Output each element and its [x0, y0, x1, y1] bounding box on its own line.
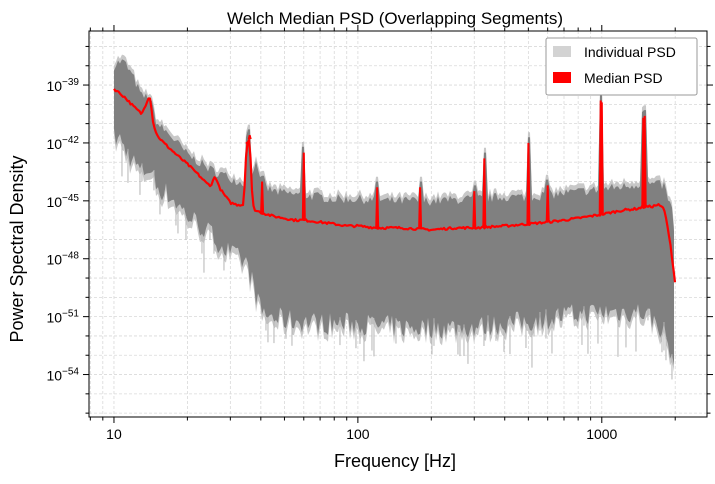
x-tick-label: 1000: [586, 426, 617, 442]
median-psd-spectral-line: [545, 185, 550, 223]
y-axis-label: Power Spectral Density: [7, 155, 27, 342]
median-psd-line: [113, 88, 677, 283]
median-psd-series: [113, 88, 677, 283]
median-psd-spectral-line: [482, 158, 487, 228]
legend-label-individual-psd: Individual PSD: [584, 44, 676, 60]
x-tick-label: 100: [346, 426, 370, 442]
legend-swatch-individual-psd: [553, 46, 571, 57]
median-psd-spectral-line: [526, 142, 531, 225]
y-tick-label: 10−42: [46, 135, 79, 152]
y-tick-label: 10−39: [46, 77, 79, 94]
median-psd-spectral-line: [472, 191, 477, 228]
median-psd-spectral-line: [375, 187, 380, 228]
plot-frame: [88, 30, 708, 418]
x-axis-label: Frequency [Hz]: [334, 451, 456, 471]
y-tick-label: 10−45: [46, 193, 79, 210]
median-psd-spectral-line: [642, 115, 647, 207]
y-tick-label: 10−54: [46, 367, 79, 384]
individual-psd-band: [114, 54, 674, 380]
median-psd-spectral-line: [301, 152, 306, 221]
legend-swatch-median-psd: [553, 72, 571, 83]
y-tick-label: 10−48: [46, 251, 79, 268]
x-tick-label: 10: [106, 426, 122, 442]
legend-box: [545, 37, 698, 96]
legend-label-median-psd: Median PSD: [584, 70, 663, 86]
legend: Individual PSD Median PSD: [545, 37, 698, 96]
median-psd-spectral-line: [599, 102, 604, 215]
individual-psd-fill: [114, 59, 674, 366]
chart-title: Welch Median PSD (Overlapping Segments): [227, 9, 563, 28]
median-psd-spectral-line: [418, 187, 423, 230]
median-psd-spectral-line: [247, 134, 252, 140]
median-psd-spectral-line: [260, 181, 265, 213]
y-tick-label: 10−51: [46, 309, 79, 326]
axis-ticks: 10 100 1000 10−39 10−42 10−45 10−48 10−51 10−54: [46, 25, 713, 442]
